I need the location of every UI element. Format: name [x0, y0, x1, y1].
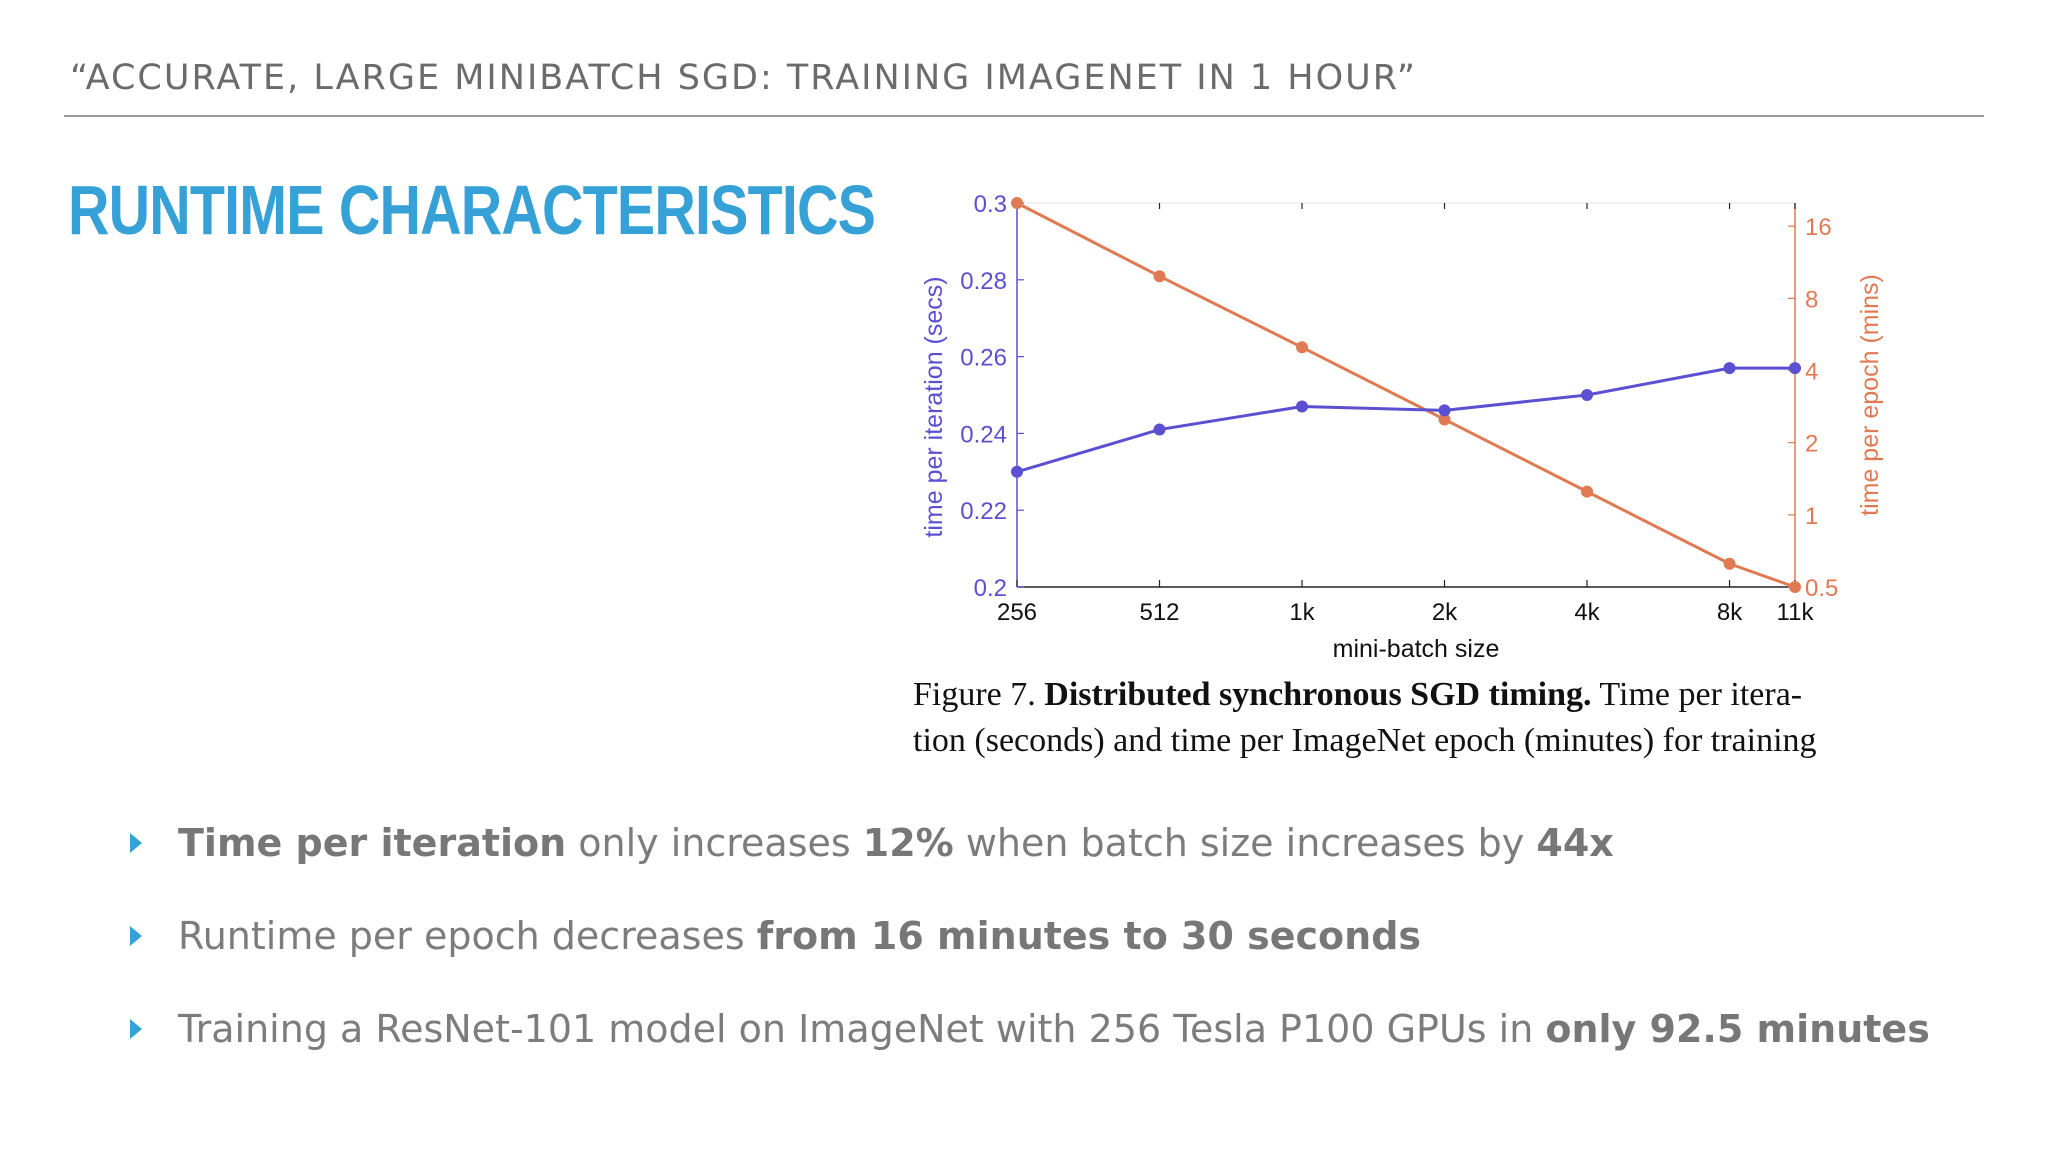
bullet-3-text-1: Training a ResNet-101 model on ImageNet … [178, 1007, 1546, 1051]
bullet-2-text-1: Runtime per epoch decreases [178, 914, 757, 958]
caption-line2: tion (seconds) and time per ImageNet epo… [913, 722, 1817, 759]
y-left-tick-label: 0.26 [960, 345, 1007, 372]
x-axis-label: mini-batch size [1333, 635, 1500, 663]
y-left-axis-label: time per iteration (secs) [920, 276, 948, 537]
bullet-1-bold-3: 44x [1536, 821, 1614, 865]
data-point-iteration [1723, 362, 1736, 375]
y-right-tick-label: 16 [1805, 214, 1832, 241]
data-point-iteration [1153, 423, 1166, 436]
header-divider [64, 115, 1984, 117]
data-point-epoch [1153, 270, 1166, 283]
x-tick-label: 256 [997, 599, 1037, 626]
plot-frame [1016, 202, 1796, 588]
timing-chart: 256 512 1k 2k 4k 8k 11k mini-batch size 0.2 0.22 0… [920, 191, 1884, 663]
data-point-epoch [1789, 581, 1801, 593]
y-left-tick-label: 0.22 [960, 498, 1007, 525]
bullet-item-1: Time per iteration only increases 12% wh… [122, 815, 2002, 871]
data-point-iteration [1296, 400, 1309, 413]
data-point-epoch [1011, 197, 1023, 209]
bullet-2-bold-1: from 16 minutes to 30 seconds [756, 914, 1422, 958]
data-point-epoch [1438, 413, 1451, 426]
y-right-tick-label: 4 [1805, 359, 1818, 386]
x-tick-label: 2k [1432, 599, 1458, 626]
bullet-arrow-icon [130, 926, 142, 946]
caption-bold: Distributed synchronous SGD timing. [1044, 676, 1592, 713]
data-point-iteration [1438, 404, 1451, 417]
series-line-iteration [1016, 366, 1795, 474]
data-point-epoch [1581, 485, 1594, 498]
data-point-epoch [1296, 341, 1309, 354]
bullet-list: Time per iteration only increases 12% wh… [122, 815, 2002, 1094]
bullet-3-bold-1: only 92.5 minutes [1545, 1007, 1930, 1051]
bullet-1-bold-1: Time per iteration [178, 821, 567, 865]
x-tick-label: 1k [1289, 599, 1315, 626]
caption-rest: Time per itera- [1591, 676, 1803, 713]
x-tick-label: 8k [1717, 599, 1743, 626]
bullet-1-text-2: when batch size increases by [953, 821, 1537, 865]
caption-prefix: Figure 7. [913, 676, 1045, 713]
y-left-tick-label: 0.3 [974, 191, 1007, 218]
bullet-item-2: Runtime per epoch decreases from 16 minu… [122, 908, 2002, 964]
series-line-epoch [1016, 201, 1796, 589]
slide-header: “ACCURATE, LARGE MINIBATCH SGD: TRAINING… [70, 58, 1417, 98]
y-left-tick-label: 0.28 [960, 268, 1007, 295]
y-right-tick-label: 8 [1805, 286, 1818, 313]
x-tick-label: 512 [1139, 599, 1179, 626]
y-right-tick-label: 2 [1805, 431, 1818, 458]
x-tick-label: 11k [1777, 599, 1815, 626]
data-point-iteration [1011, 465, 1023, 478]
data-point-iteration [1789, 362, 1801, 375]
y-right-axis-label: time per epoch (mins) [1856, 274, 1884, 516]
bullet-arrow-icon [130, 833, 142, 853]
y-left-tick-label: 0.24 [960, 421, 1007, 448]
x-tick-label: 4k [1574, 599, 1600, 626]
bullet-item-3: Training a ResNet-101 model on ImageNet … [122, 1001, 2002, 1057]
y-left-tick-label: 0.2 [974, 575, 1007, 602]
data-point-iteration [1581, 389, 1594, 401]
bullet-arrow-icon [130, 1019, 142, 1039]
figure-caption: Figure 7. Distributed synchronous SGD ti… [913, 672, 1893, 764]
slide-title: RUNTIME CHARACTERISTICS [68, 171, 876, 249]
y-right-tick-label: 0.5 [1805, 575, 1838, 602]
data-point-epoch [1723, 557, 1736, 570]
y-right-tick-label: 1 [1805, 503, 1818, 530]
bullet-1-bold-2: 12% [862, 821, 954, 865]
bullet-1-text-1: only increases [566, 821, 863, 865]
